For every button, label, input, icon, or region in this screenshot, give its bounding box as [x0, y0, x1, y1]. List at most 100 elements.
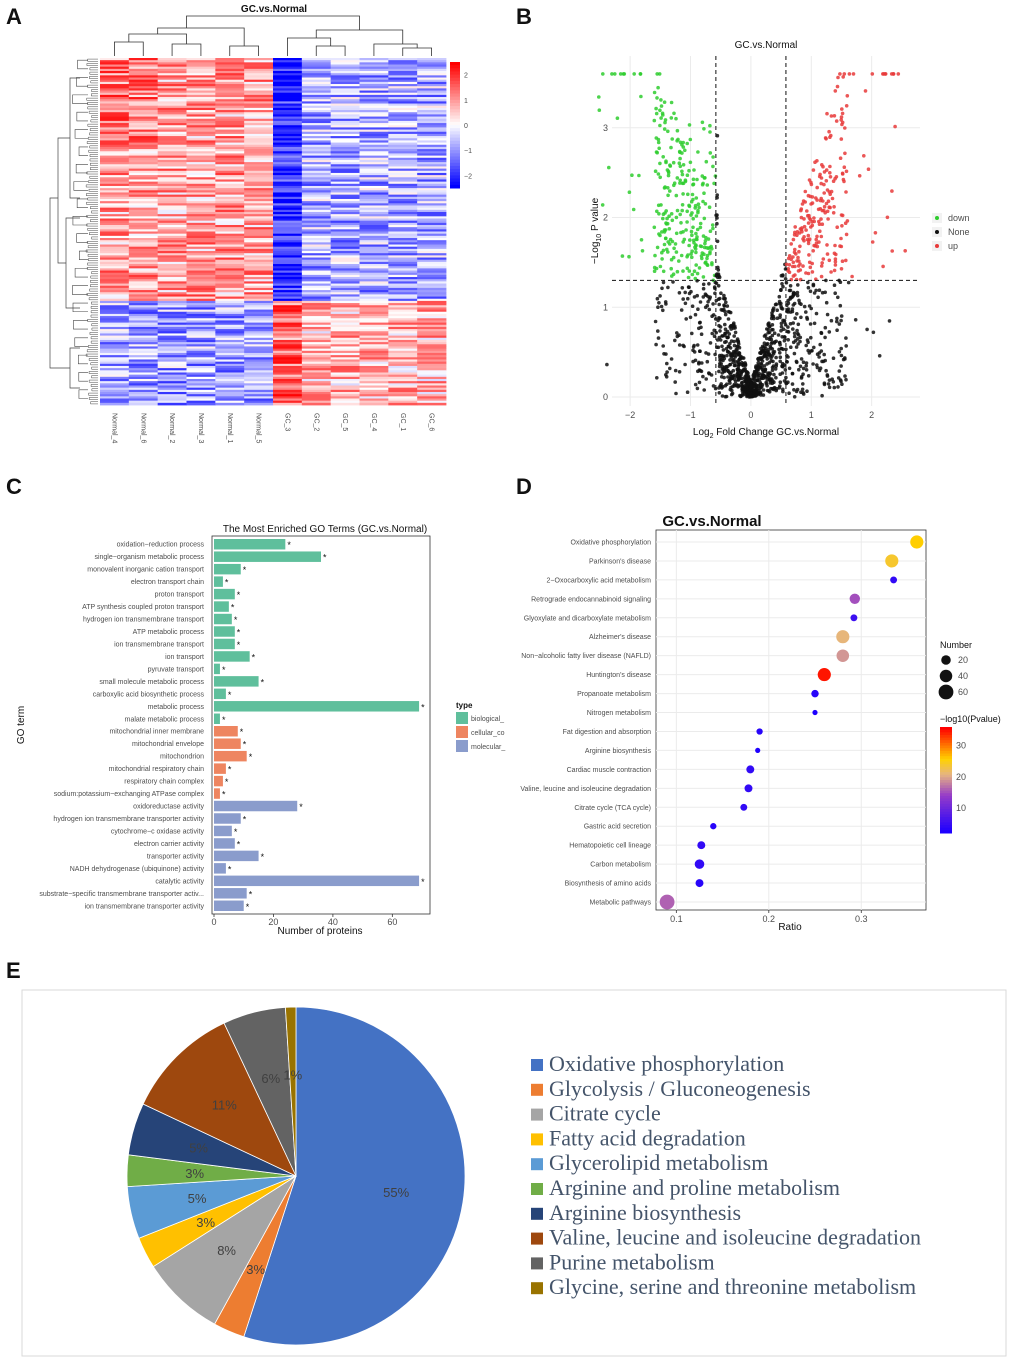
- volcano-point: [736, 340, 741, 344]
- heatmap-cell: [244, 246, 274, 250]
- heatmap-cell: [128, 136, 159, 139]
- volcano-point: [693, 203, 698, 208]
- heatmap-cell: [244, 162, 274, 165]
- heatmap-cell: [330, 292, 360, 295]
- volcano-point: [694, 250, 698, 255]
- heatmap-cell: [215, 164, 245, 167]
- heatmap-cell: [244, 350, 274, 354]
- heatmap-cell: [215, 88, 245, 91]
- bubble-point: [849, 593, 860, 604]
- volcano-point: [799, 357, 804, 361]
- heatmap-cell: [388, 287, 418, 291]
- volcano-point: [793, 339, 798, 343]
- heatmap-cell: [273, 298, 303, 302]
- heatmap-cell: [417, 97, 447, 100]
- volcano-point: [671, 280, 675, 284]
- heatmap-cell: [330, 66, 360, 70]
- heatmap-cell: [359, 294, 389, 297]
- heatmap-cell: [244, 209, 274, 213]
- heatmap-cell: [215, 207, 245, 211]
- heatmap-cell: [157, 359, 187, 363]
- heatmap-cell: [273, 172, 303, 176]
- heatmap-cell: [301, 374, 332, 378]
- heatmap-cell: [417, 398, 447, 402]
- volcano-point: [685, 220, 689, 224]
- pie-legend-label: Oxidative phosphorylation: [549, 1051, 784, 1076]
- volcano-point: [679, 253, 684, 258]
- volcano-point: [833, 263, 838, 267]
- scale-swatch: [450, 181, 460, 186]
- heatmap-cell: [359, 305, 389, 308]
- heatmap-cell: [244, 105, 274, 109]
- heatmap-cell: [388, 324, 418, 328]
- volcano-point: [710, 262, 714, 267]
- heatmap-cell: [215, 131, 245, 135]
- heatmap-cell: [301, 94, 332, 98]
- volcano-point: [804, 228, 808, 232]
- heatmap-cell: [330, 84, 360, 87]
- volcano-point: [711, 155, 715, 159]
- heatmap-cell: [273, 175, 303, 178]
- heatmap-cell: [359, 120, 389, 124]
- volcano-point: [601, 72, 605, 76]
- heatmap-cell: [330, 305, 360, 308]
- heatmap-cell: [157, 218, 187, 222]
- heatmap-cell: [157, 194, 187, 198]
- heatmap-cell: [330, 402, 360, 406]
- heatmap-cell: [359, 355, 389, 358]
- volcano-point: [839, 346, 843, 351]
- heatmap-cell: [273, 177, 303, 180]
- scale-swatch: [450, 140, 460, 145]
- volcano-point: [741, 387, 745, 392]
- volcano-point: [732, 353, 737, 358]
- volcano-point: [822, 352, 826, 357]
- heatmap-cell: [359, 383, 389, 386]
- heatmap-cell: [100, 97, 130, 100]
- heatmap-cell: [128, 244, 159, 248]
- heatmap-cell: [273, 318, 303, 321]
- heatmap-cell: [273, 201, 303, 204]
- heatmap-cell: [100, 88, 130, 91]
- heatmap-cell: [128, 329, 159, 332]
- go-term-label: metabolic process: [148, 704, 205, 711]
- heatmap-cell: [186, 370, 216, 373]
- go-bar-marker: *: [421, 877, 425, 887]
- heatmap-cell: [388, 185, 418, 189]
- heatmap-cell: [301, 344, 332, 347]
- heatmap-cell: [128, 75, 159, 78]
- volcano-point: [699, 332, 704, 337]
- row-dendrogram-link: [90, 219, 98, 222]
- color-legend-swatch: [940, 787, 952, 792]
- volcano-point: [827, 378, 832, 383]
- heatmap-cell: [157, 292, 187, 295]
- bubble-point: [811, 689, 819, 698]
- heatmap-cell: [128, 337, 159, 341]
- heatmap-cell: [359, 81, 389, 85]
- scale-tick-label: 2: [464, 73, 468, 80]
- volcano-point: [685, 173, 690, 177]
- heatmap-cell: [273, 342, 303, 345]
- heatmap-cell: [301, 181, 332, 185]
- volcano-point: [797, 298, 801, 303]
- heatmap-cell: [388, 279, 418, 282]
- volcano-point: [825, 111, 829, 116]
- volcano-point: [654, 106, 658, 111]
- volcano-point: [665, 221, 670, 226]
- heatmap-cell: [157, 155, 187, 159]
- color-legend-swatch: [940, 769, 952, 773]
- heatmap-cell: [186, 218, 216, 222]
- heatmap-column-labels: Normal_4 Normal_6 Normal_2 Normal_3 Normal_1…: [110, 413, 434, 443]
- heatmap-cell: [417, 138, 447, 141]
- heatmap-cell: [186, 348, 216, 352]
- heatmap-cell: [157, 144, 187, 148]
- heatmap-cell: [215, 136, 245, 139]
- heatmap-cell: [157, 370, 187, 373]
- heatmap-cell: [359, 107, 389, 111]
- volcano-point: [790, 371, 795, 376]
- heatmap-cell: [215, 149, 245, 152]
- heatmap-cell: [128, 285, 159, 289]
- heatmap-cell: [100, 246, 130, 250]
- heatmap-cell: [301, 66, 332, 70]
- volcano-point: [656, 140, 661, 145]
- heatmap-cell: [330, 125, 360, 128]
